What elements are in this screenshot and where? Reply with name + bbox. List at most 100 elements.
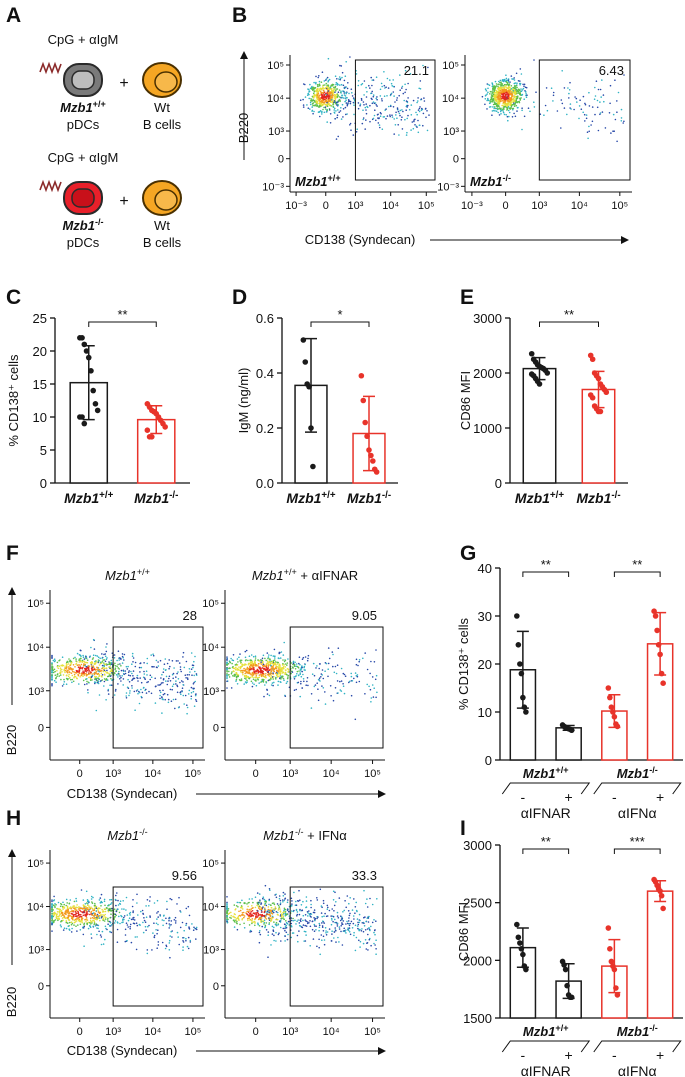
- event-dot: [304, 914, 307, 916]
- event-dot: [106, 669, 108, 672]
- event-dot: [523, 83, 526, 86]
- event-dot: [150, 692, 153, 695]
- event-dot: [143, 670, 145, 673]
- event-dot: [122, 678, 125, 680]
- event-dot: [372, 95, 375, 98]
- event-dot: [161, 673, 163, 676]
- event-dot: [95, 709, 98, 712]
- event-dot: [226, 656, 228, 658]
- event-dot: [251, 898, 253, 900]
- event-dot: [51, 678, 53, 680]
- event-dot: [303, 669, 306, 671]
- event-dot: [59, 659, 61, 661]
- event-dot: [226, 901, 228, 904]
- event-dot: [92, 657, 95, 659]
- event-dot: [345, 91, 347, 94]
- event-dot: [226, 676, 228, 678]
- event-dot: [355, 936, 358, 939]
- event-dot: [510, 85, 513, 87]
- event-dot: [168, 923, 171, 925]
- event-dot: [306, 659, 309, 662]
- event-dot: [84, 670, 86, 672]
- event-dot: [518, 88, 520, 91]
- event-dot: [67, 910, 70, 912]
- event-dot: [272, 665, 274, 668]
- event-dot: [307, 684, 309, 687]
- event-dot: [306, 94, 309, 96]
- event-dot: [83, 925, 86, 928]
- event-dot: [276, 674, 278, 676]
- event-dot: [268, 888, 271, 890]
- event-dot: [341, 922, 343, 924]
- event-dot: [335, 88, 337, 90]
- event-dot: [72, 670, 74, 673]
- event-dot: [281, 672, 284, 674]
- event-dot: [146, 899, 149, 901]
- event-dot: [258, 907, 260, 909]
- event-dot: [268, 899, 271, 902]
- event-dot: [168, 927, 170, 929]
- event-dot: [262, 672, 264, 674]
- event-dot: [345, 99, 347, 101]
- event-dot: [586, 131, 589, 133]
- event-dot: [110, 902, 113, 904]
- event-dot: [506, 106, 508, 109]
- event-dot: [244, 681, 247, 683]
- event-dot: [160, 677, 162, 679]
- event-dot: [317, 699, 320, 702]
- event-dot: [226, 670, 228, 672]
- event-dot: [500, 81, 502, 83]
- event-dot: [93, 668, 95, 671]
- event-dot: [128, 670, 130, 672]
- event-dot: [109, 908, 112, 910]
- event-dot: [301, 665, 303, 667]
- event-dot: [357, 84, 360, 87]
- event-dot: [153, 936, 156, 939]
- event-dot: [302, 919, 304, 922]
- event-dot: [235, 922, 238, 924]
- event-dot: [118, 673, 120, 675]
- event-dot: [75, 920, 78, 922]
- event-dot: [172, 672, 175, 675]
- event-dot: [513, 79, 516, 81]
- event-dot: [106, 671, 109, 674]
- event-dot: [370, 697, 373, 699]
- event-dot: [254, 659, 257, 661]
- event-dot: [370, 944, 372, 947]
- gate-percent: 33.3: [352, 868, 377, 883]
- event-dot: [332, 920, 334, 923]
- event-dot: [93, 907, 96, 910]
- event-dot: [108, 907, 110, 910]
- event-dot: [93, 667, 95, 669]
- event-dot: [305, 920, 308, 922]
- event-dot: [312, 87, 315, 89]
- event-dot: [241, 665, 243, 668]
- event-dot: [369, 897, 371, 900]
- event-dot: [503, 108, 505, 111]
- event-dot: [181, 921, 184, 924]
- event-dot: [336, 78, 338, 80]
- event-dot: [251, 682, 254, 684]
- event-dot: [137, 680, 139, 682]
- event-dot: [286, 674, 288, 676]
- event-dot: [70, 921, 73, 923]
- event-dot: [322, 86, 324, 89]
- event-dot: [331, 930, 333, 932]
- event-dot: [190, 698, 192, 700]
- event-dot: [500, 107, 502, 110]
- event-dot: [185, 922, 188, 925]
- event-dot: [79, 907, 82, 910]
- event-dot: [261, 680, 263, 682]
- event-dot: [228, 674, 230, 676]
- event-dot: [313, 674, 316, 677]
- event-dot: [66, 916, 69, 919]
- event-dot: [338, 897, 341, 899]
- event-dot: [282, 917, 284, 919]
- event-dot: [172, 698, 175, 701]
- y-tick-label: 10⁵: [202, 598, 219, 610]
- event-dot: [261, 673, 263, 676]
- event-dot: [142, 931, 145, 934]
- event-dot: [294, 904, 297, 906]
- event-dot: [366, 928, 369, 930]
- event-dot: [372, 94, 375, 96]
